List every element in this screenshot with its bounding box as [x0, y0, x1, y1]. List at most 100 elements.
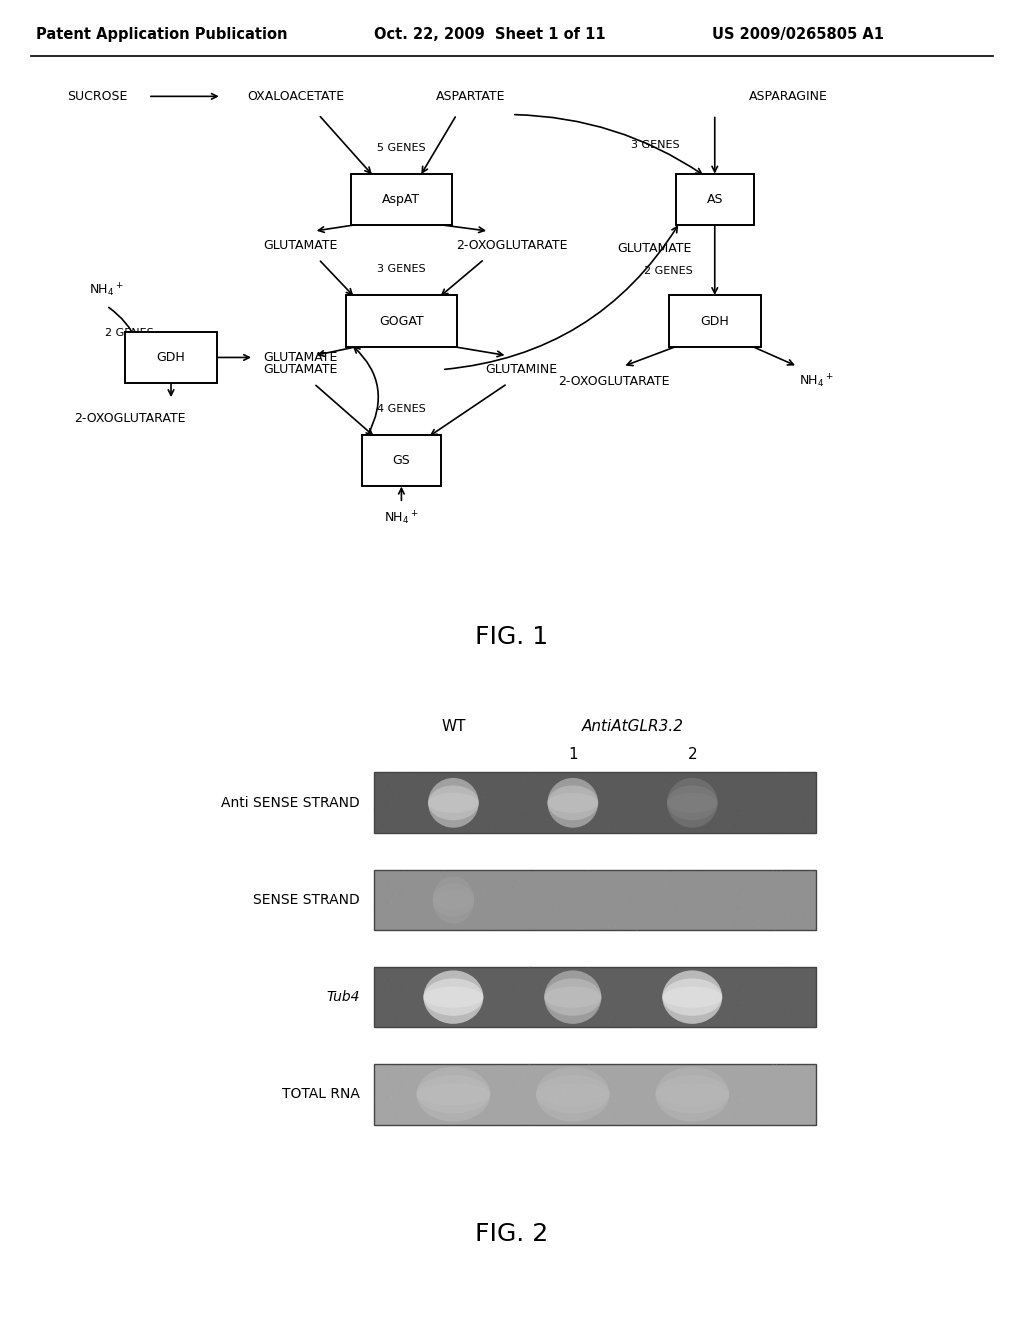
Point — [541, 1104, 557, 1125]
Point — [690, 791, 707, 812]
Point — [734, 911, 751, 932]
Point — [551, 884, 567, 906]
Text: GLUTAMATE: GLUTAMATE — [263, 351, 337, 364]
Point — [730, 801, 746, 822]
Point — [621, 1106, 637, 1127]
Point — [488, 1014, 505, 1035]
Point — [712, 879, 728, 900]
Point — [780, 903, 797, 924]
Point — [495, 783, 511, 804]
Point — [723, 789, 739, 810]
Point — [564, 965, 581, 986]
Ellipse shape — [545, 986, 601, 1007]
Text: SENSE STRAND: SENSE STRAND — [253, 892, 360, 907]
Point — [791, 1113, 807, 1134]
Point — [656, 774, 673, 795]
Point — [469, 882, 485, 903]
Point — [658, 909, 675, 931]
Point — [442, 991, 459, 1012]
Point — [399, 977, 416, 998]
Point — [500, 998, 516, 1019]
Point — [770, 972, 786, 993]
Point — [505, 974, 521, 995]
Point — [793, 1055, 809, 1076]
Point — [433, 1001, 450, 1022]
Point — [722, 818, 738, 840]
Point — [437, 895, 454, 916]
Point — [471, 1094, 487, 1115]
Point — [801, 958, 817, 979]
Point — [383, 1006, 399, 1027]
Point — [492, 797, 508, 818]
Point — [499, 1090, 515, 1111]
Point — [540, 915, 556, 936]
Point — [709, 1085, 725, 1106]
Point — [447, 776, 464, 797]
Point — [593, 793, 609, 814]
Point — [641, 1011, 657, 1032]
Point — [568, 1012, 585, 1034]
Point — [579, 1076, 595, 1097]
Point — [395, 869, 412, 890]
Point — [489, 982, 506, 1003]
Point — [730, 902, 746, 923]
Point — [577, 904, 593, 925]
Point — [388, 886, 404, 907]
Point — [658, 1069, 675, 1090]
Point — [426, 958, 442, 979]
Point — [437, 1064, 454, 1085]
Point — [548, 1090, 564, 1111]
Point — [418, 1072, 434, 1093]
Point — [697, 1073, 714, 1094]
Point — [692, 973, 709, 994]
Point — [446, 1098, 463, 1119]
Point — [730, 805, 746, 826]
Point — [735, 791, 752, 812]
Point — [421, 808, 437, 829]
Point — [374, 917, 390, 939]
Point — [510, 879, 526, 900]
Point — [792, 884, 808, 906]
Text: 1: 1 — [568, 747, 578, 762]
Point — [763, 917, 779, 939]
Point — [739, 1064, 756, 1085]
Point — [526, 979, 543, 1001]
Point — [609, 867, 626, 888]
Point — [776, 781, 793, 803]
Point — [758, 886, 774, 907]
Point — [630, 965, 646, 986]
Point — [488, 813, 505, 834]
Point — [441, 800, 458, 821]
Point — [441, 1080, 458, 1101]
Point — [607, 909, 624, 931]
Point — [413, 1074, 429, 1096]
Point — [570, 788, 587, 809]
Point — [800, 878, 816, 899]
Point — [413, 879, 429, 900]
Point — [518, 990, 535, 1011]
Point — [731, 804, 748, 825]
Point — [506, 983, 522, 1005]
Point — [404, 1001, 421, 1022]
Point — [666, 907, 682, 928]
Point — [739, 870, 756, 891]
Point — [544, 779, 560, 800]
Point — [370, 886, 386, 907]
Point — [773, 957, 790, 978]
Point — [757, 970, 773, 991]
Point — [461, 1068, 477, 1089]
Point — [734, 916, 751, 937]
Point — [530, 1067, 547, 1088]
Point — [722, 1082, 738, 1104]
Point — [544, 973, 560, 994]
Point — [732, 968, 749, 989]
Point — [797, 797, 813, 818]
Point — [440, 993, 457, 1014]
Point — [430, 1105, 446, 1126]
Point — [796, 1002, 812, 1023]
Point — [462, 813, 478, 834]
Point — [692, 958, 709, 979]
Point — [692, 779, 709, 800]
Point — [471, 803, 487, 824]
Point — [672, 913, 688, 935]
